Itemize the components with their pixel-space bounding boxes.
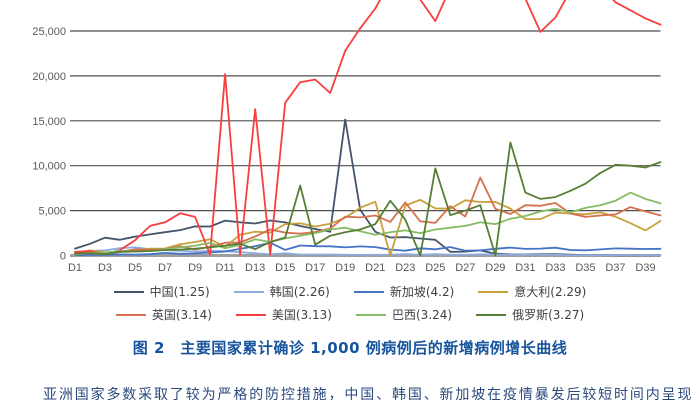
legend-item-brazil: 巴西(3.24) xyxy=(356,306,452,323)
legend-label-usa: 美国(3.13) xyxy=(271,308,332,322)
y-tick-label: 25,000 xyxy=(32,26,66,38)
legend-line-swatch-russia xyxy=(476,313,507,316)
y-tick-label: 0 xyxy=(60,251,66,263)
x-tick-label: D37 xyxy=(605,262,625,274)
x-tick-label: D11 xyxy=(215,262,234,274)
series-line-russia xyxy=(74,141,662,257)
x-tick-label: D21 xyxy=(365,262,385,274)
chart-legend: 中国(1.25) 韩国(2.26) 新加坡(4.2) 意大利(2.29) 英国(… xyxy=(0,283,700,323)
legend-label-korea: 韩国(2.26) xyxy=(269,285,330,299)
x-tick-label: D33 xyxy=(545,262,565,274)
x-tick-label: D39 xyxy=(635,262,655,274)
legend-label-uk: 英国(3.14) xyxy=(151,308,212,322)
x-tick-label: D27 xyxy=(455,262,475,274)
legend-item-china: 中国(1.25) xyxy=(113,283,210,300)
legend-item-singapore: 新加坡(4.2) xyxy=(353,283,455,300)
legend-item-uk: 英国(3.14) xyxy=(115,306,212,323)
figure-caption: 图 2 主要国家累计确诊 1,000 例病例后的新增病例增长曲线 xyxy=(132,339,568,357)
legend-label-china: 中国(1.25) xyxy=(149,285,210,299)
legend-row-1: 中国(1.25) 韩国(2.26) 新加坡(4.2) 意大利(2.29) xyxy=(113,283,586,300)
x-tick-label: D29 xyxy=(485,262,505,274)
x-tick-label: D25 xyxy=(425,262,445,274)
x-tick-label: D7 xyxy=(158,262,172,274)
x-tick-label: D19 xyxy=(335,262,355,274)
y-tick-label: 10,000 xyxy=(32,161,66,173)
x-tick-label: D31 xyxy=(515,262,535,274)
series-line-brazil xyxy=(74,191,662,256)
legend-line-swatch-singapore xyxy=(353,290,384,293)
series-line-usa xyxy=(74,0,662,256)
legend-line-swatch-italy xyxy=(478,290,509,293)
y-tick-label: 5,000 xyxy=(38,206,66,218)
body-paragraph-partial: 亚洲国家多数采取了较为严格的防控措施，中国、韩国、新加坡在疫情暴发后较短时间内呈… xyxy=(43,387,693,400)
x-tick-label: D1 xyxy=(68,262,82,274)
legend-label-brazil: 巴西(3.24) xyxy=(392,308,453,322)
series-line-singapore xyxy=(74,241,662,257)
x-tick-label: D3 xyxy=(98,262,112,274)
legend-line-swatch-uk xyxy=(115,313,146,316)
legend-row-2: 英国(3.14) 美国(3.13) 巴西(3.24) 俄罗斯(3.27) xyxy=(115,306,584,323)
line-chart: 0 5,000 10,000 15,000 20,000 25,000 D1 D3 D5 D7 D9… xyxy=(32,0,662,274)
y-tick-label: 20,000 xyxy=(32,71,66,83)
legend-label-singapore: 新加坡(4.2) xyxy=(389,285,455,299)
x-tick-label: D5 xyxy=(128,262,142,274)
x-tick-label: D17 xyxy=(305,262,325,274)
legend-line-swatch-brazil xyxy=(356,313,386,316)
x-tick-label: D13 xyxy=(245,262,265,274)
x-tick-label: D9 xyxy=(188,262,202,274)
x-tick-label: D23 xyxy=(395,262,415,274)
x-tick-label: D15 xyxy=(275,262,295,274)
legend-line-swatch-usa xyxy=(235,313,266,316)
legend-line-swatch-korea xyxy=(233,290,264,293)
x-tick-label: D35 xyxy=(575,262,595,274)
series-line-china xyxy=(74,118,662,257)
legend-item-russia: 俄罗斯(3.27) xyxy=(476,306,584,323)
legend-line-swatch-china xyxy=(113,290,144,293)
legend-item-italy: 意大利(2.29) xyxy=(478,283,586,300)
legend-item-usa: 美国(3.13) xyxy=(235,306,332,323)
legend-label-italy: 意大利(2.29) xyxy=(514,285,587,299)
legend-item-korea: 韩国(2.26) xyxy=(233,283,330,300)
series-line-italy xyxy=(74,198,662,257)
y-tick-label: 15,000 xyxy=(32,116,66,128)
legend-label-russia: 俄罗斯(3.27) xyxy=(512,308,585,322)
